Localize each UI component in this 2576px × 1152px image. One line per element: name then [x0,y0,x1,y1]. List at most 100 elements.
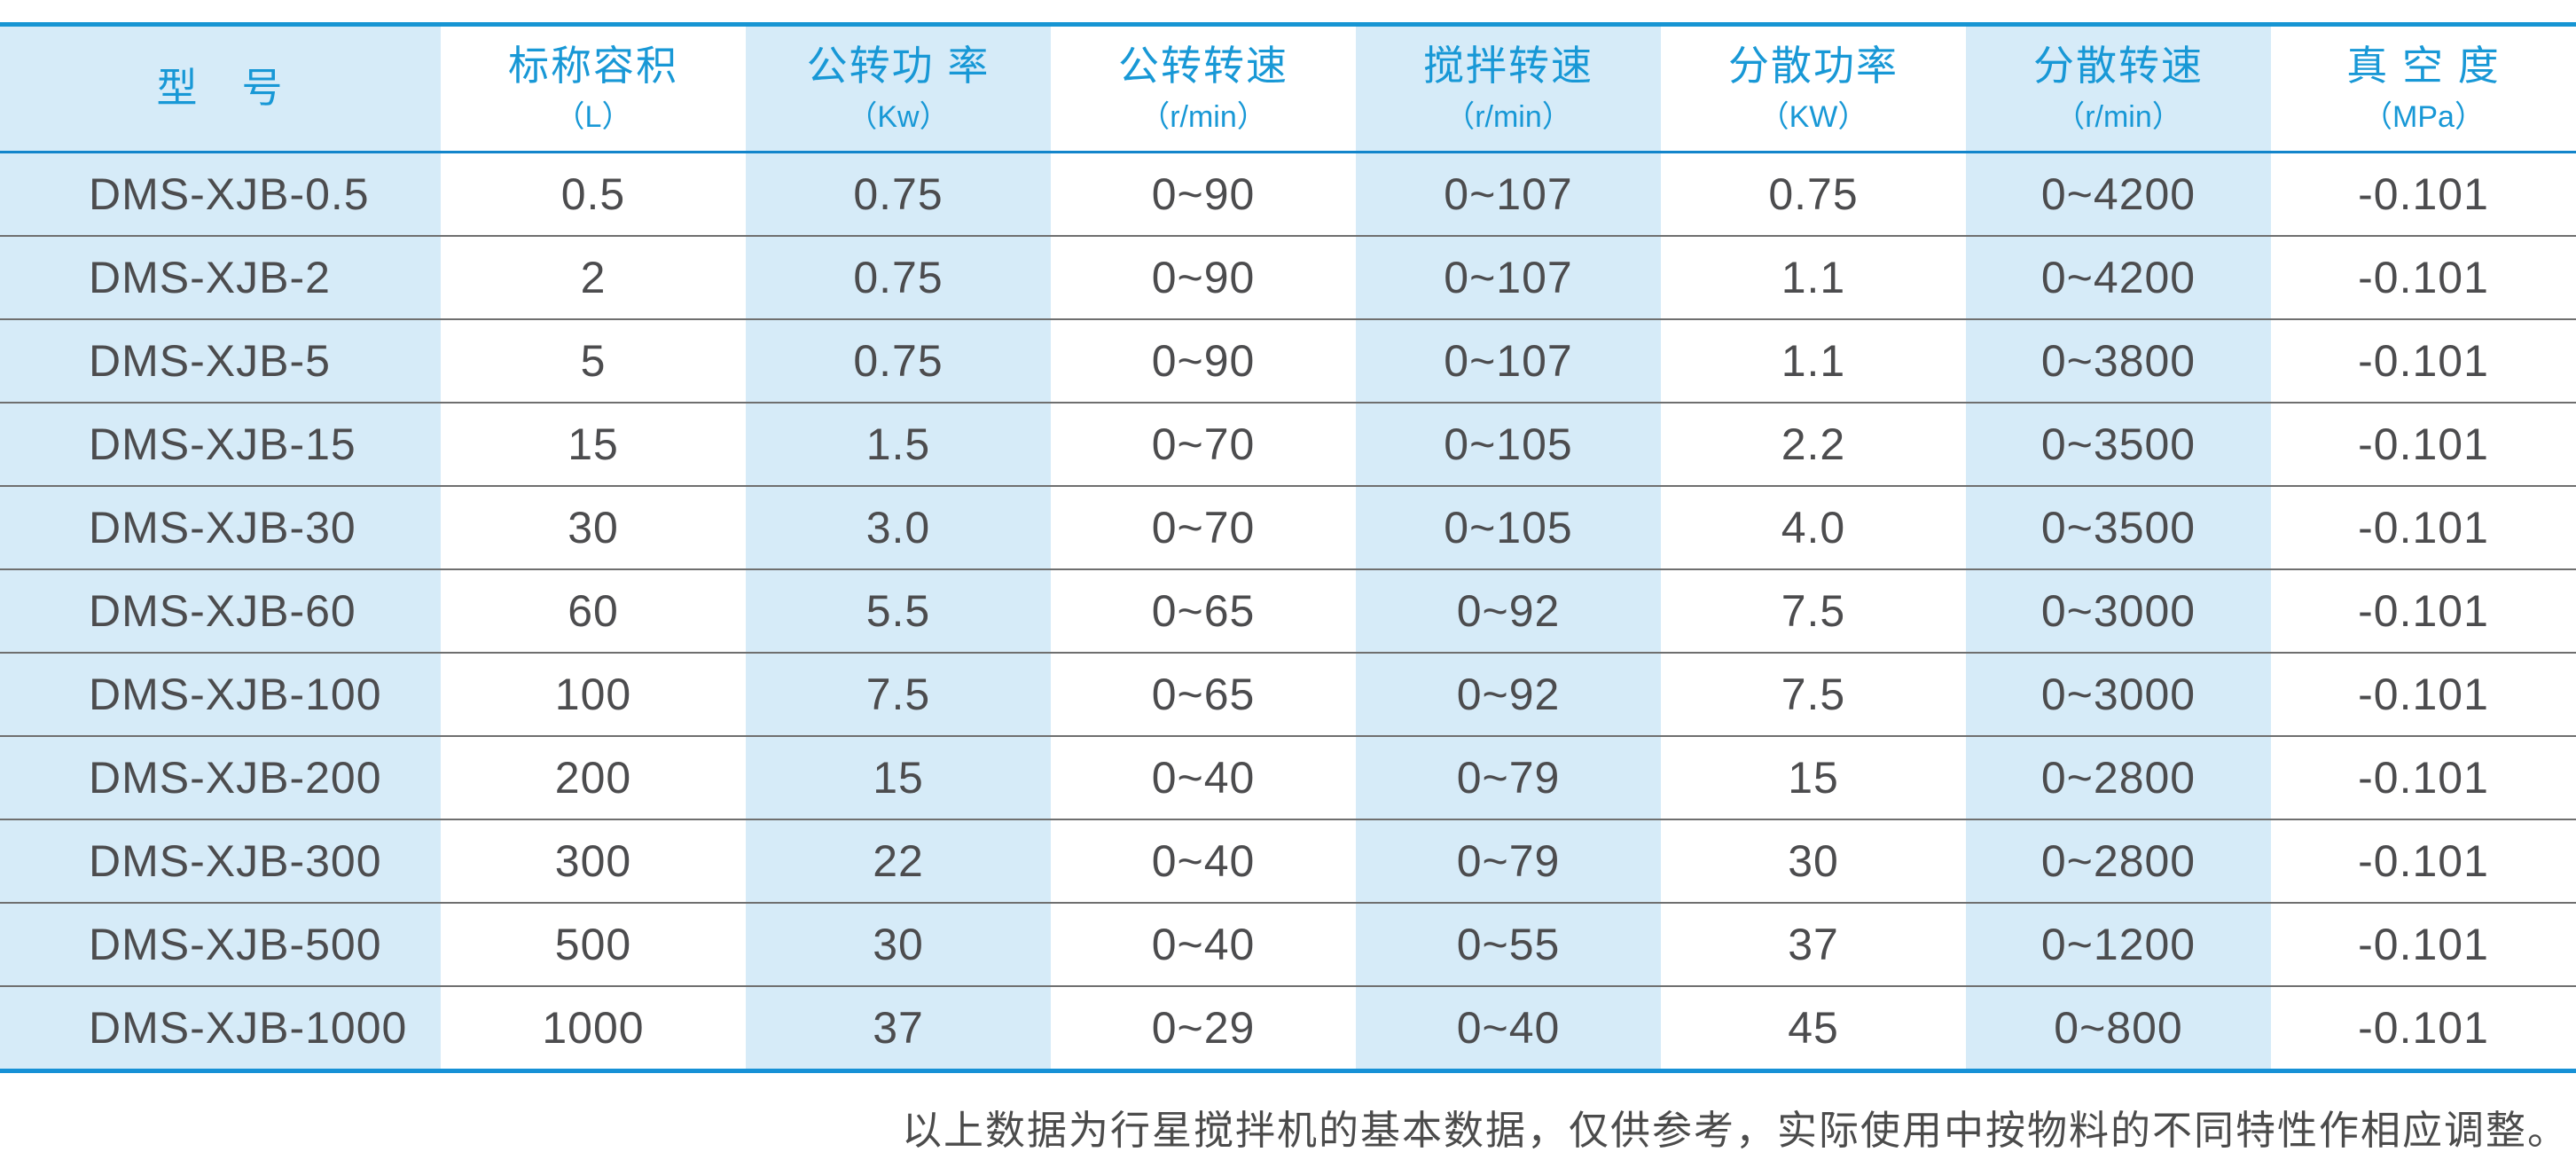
table-row: DMS-XJB-1000 1000 37 0~29 0~40 45 0~800 -0.101 [0,986,2576,1071]
value-cell: 1.1 [1661,319,1966,403]
value-cell: 1.1 [1661,236,1966,319]
value-cell: 0.75 [746,319,1051,403]
value-cell: 30 [746,903,1051,986]
table-header: 型 号 标称容积 （L） 公转功 率 （Kw） 公转转速 （r/min） 搅拌转速 （r/min… [0,24,2576,153]
model-cell: DMS-XJB-2 [0,236,441,319]
model-cell: DMS-XJB-1000 [0,986,441,1071]
value-cell: 7.5 [746,653,1051,736]
value-cell: 1000 [441,986,746,1071]
value-cell: 0~4200 [1966,152,2271,236]
value-cell: 0~3500 [1966,403,2271,486]
value-cell: 0~1200 [1966,903,2271,986]
table-row: DMS-XJB-60 60 5.5 0~65 0~92 7.5 0~3000 -0.101 [0,569,2576,653]
value-cell: 4.0 [1661,486,1966,569]
value-cell: 0.5 [441,152,746,236]
column-unit: （r/min） [1139,99,1267,134]
column-header-5: 搅拌转速 （r/min） [1356,24,1661,153]
value-cell: 0~4200 [1966,236,2271,319]
column-header-8: 真 空 度 （MPa） [2271,24,2576,153]
value-cell: 7.5 [1661,653,1966,736]
value-cell: 15 [441,403,746,486]
column-label: 搅拌转速 [1423,43,1593,90]
value-cell: 0.75 [746,152,1051,236]
value-cell: 0~79 [1356,819,1661,903]
column-unit: （r/min） [2055,99,2182,134]
column-label: 真 空 度 [2346,43,2501,90]
spec-sheet: 型 号 标称容积 （L） 公转功 率 （Kw） 公转转速 （r/min） 搅拌转速 （r/min… [0,22,2576,1152]
value-cell: 0~70 [1051,403,1356,486]
table-row: DMS-XJB-200 200 15 0~40 0~79 15 0~2800 -0.101 [0,736,2576,819]
value-cell: 37 [1661,903,1966,986]
value-cell: -0.101 [2271,653,2576,736]
column-unit: （L） [554,99,632,134]
value-cell: 45 [1661,986,1966,1071]
value-cell: 0~92 [1356,653,1661,736]
value-cell: 30 [441,486,746,569]
value-cell: -0.101 [2271,986,2576,1071]
value-cell: -0.101 [2271,236,2576,319]
value-cell: 0~40 [1051,903,1356,986]
value-cell: -0.101 [2271,403,2576,486]
value-cell: 0~40 [1356,986,1661,1071]
table-row: DMS-XJB-0.5 0.5 0.75 0~90 0~107 0.75 0~4200 -0.… [0,152,2576,236]
value-cell: 0~3800 [1966,319,2271,403]
model-cell: DMS-XJB-100 [0,653,441,736]
value-cell: 7.5 [1661,569,1966,653]
value-cell: 0~90 [1051,152,1356,236]
value-cell: 0~2800 [1966,736,2271,819]
value-cell: 0~40 [1051,819,1356,903]
value-cell: 0~107 [1356,236,1661,319]
column-unit: （Kw） [847,99,950,134]
table-row: DMS-XJB-500 500 30 0~40 0~55 37 0~1200 -0.101 [0,903,2576,986]
column-header-1: 型 号 [0,24,441,153]
value-cell: 0~65 [1051,653,1356,736]
column-unit: （r/min） [1445,99,1572,134]
value-cell: -0.101 [2271,319,2576,403]
value-cell: 0~70 [1051,486,1356,569]
value-cell: 2.2 [1661,403,1966,486]
value-cell: -0.101 [2271,736,2576,819]
value-cell: 60 [441,569,746,653]
spec-table: 型 号 标称容积 （L） 公转功 率 （Kw） 公转转速 （r/min） 搅拌转速 （r/min… [0,22,2576,1073]
value-cell: 15 [1661,736,1966,819]
value-cell: 0~3000 [1966,569,2271,653]
value-cell: 0~105 [1356,403,1661,486]
column-header-7: 分散转速 （r/min） [1966,24,2271,153]
column-label: 分散转速 [2033,43,2204,90]
value-cell: 200 [441,736,746,819]
value-cell: 2 [441,236,746,319]
value-cell: 100 [441,653,746,736]
model-cell: DMS-XJB-60 [0,569,441,653]
footnote: 以上数据为行星搅拌机的基本数据，仅供参考，实际使用中按物料的不同特性作相应调整。 [901,1107,2569,1152]
value-cell: 15 [746,736,1051,819]
table-row: DMS-XJB-5 5 0.75 0~90 0~107 1.1 0~3800 -0.101 [0,319,2576,403]
model-cell: DMS-XJB-30 [0,486,441,569]
value-cell: 0~92 [1356,569,1661,653]
value-cell: 0~800 [1966,986,2271,1071]
value-cell: -0.101 [2271,569,2576,653]
column-label: 公转功 率 [806,43,990,90]
value-cell: 0~3000 [1966,653,2271,736]
table-row: DMS-XJB-100 100 7.5 0~65 0~92 7.5 0~3000 -0.101 [0,653,2576,736]
value-cell: 5 [441,319,746,403]
model-cell: DMS-XJB-15 [0,403,441,486]
value-cell: 0~3500 [1966,486,2271,569]
value-cell: -0.101 [2271,903,2576,986]
value-cell: 0~79 [1356,736,1661,819]
value-cell: 0~107 [1356,319,1661,403]
value-cell: 22 [746,819,1051,903]
table-row: DMS-XJB-30 30 3.0 0~70 0~105 4.0 0~3500 -0.101 [0,486,2576,569]
table-row: DMS-XJB-2 2 0.75 0~90 0~107 1.1 0~4200 -0.101 [0,236,2576,319]
value-cell: 0~107 [1356,152,1661,236]
value-cell: -0.101 [2271,819,2576,903]
model-cell: DMS-XJB-500 [0,903,441,986]
value-cell: -0.101 [2271,152,2576,236]
value-cell: 0~65 [1051,569,1356,653]
column-unit: （MPa） [2362,99,2485,134]
value-cell: 37 [746,986,1051,1071]
value-cell: 0~2800 [1966,819,2271,903]
value-cell: 0~29 [1051,986,1356,1071]
table-row: DMS-XJB-300 300 22 0~40 0~79 30 0~2800 -0.101 [0,819,2576,903]
value-cell: 0.75 [1661,152,1966,236]
column-header-3: 公转功 率 （Kw） [746,24,1051,153]
